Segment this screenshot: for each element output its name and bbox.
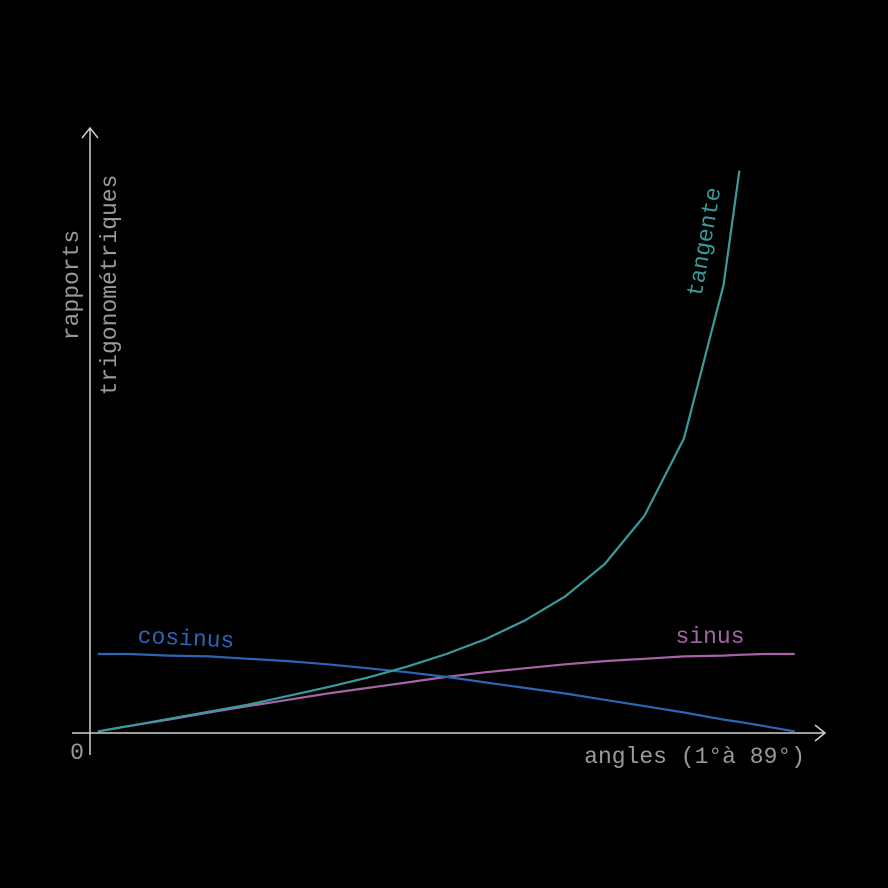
x-axis-label: angles (1°à 89°) <box>584 744 805 770</box>
series-label: tangente <box>683 185 728 298</box>
series-line <box>97 652 795 733</box>
series-label: cosinus <box>137 624 235 655</box>
x-tick-label: 0 <box>70 740 84 766</box>
y-axis-arrow <box>81 126 99 139</box>
x-axis-arrow <box>814 724 827 742</box>
y-axis-label: trigonométriques <box>97 175 123 396</box>
series-label: sinus <box>675 624 744 650</box>
series-line <box>97 170 741 733</box>
y-axis-label: rapports <box>59 230 85 340</box>
series-line <box>97 652 795 733</box>
